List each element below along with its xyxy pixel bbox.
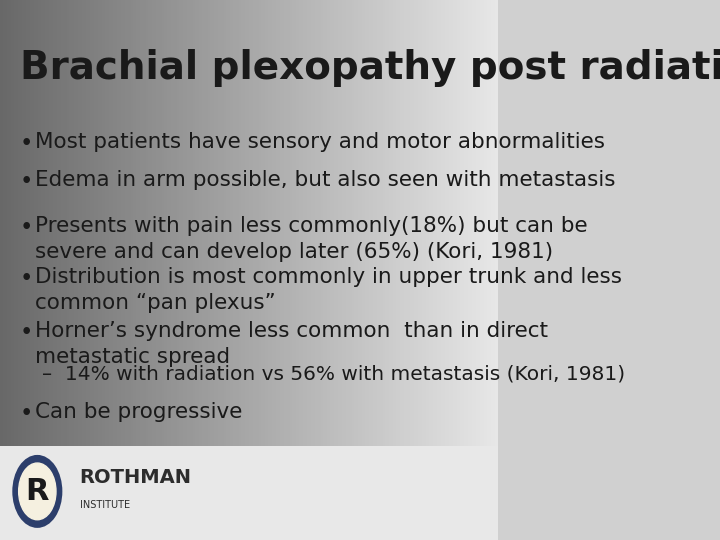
Text: •: • [20,216,33,239]
FancyBboxPatch shape [0,446,498,540]
Text: Horner’s syndrome less common  than in direct
metastatic spread: Horner’s syndrome less common than in di… [35,321,548,367]
Text: Can be progressive: Can be progressive [35,402,242,422]
Text: ROTHMAN: ROTHMAN [80,468,192,488]
Text: Distribution is most commonly in upper trunk and less
common “pan plexus”: Distribution is most commonly in upper t… [35,267,622,313]
Text: •: • [20,170,33,193]
Ellipse shape [14,456,61,526]
Text: Most patients have sensory and motor abnormalities: Most patients have sensory and motor abn… [35,132,605,152]
Text: –  14% with radiation vs 56% with metastasis (Kori, 1981): – 14% with radiation vs 56% with metasta… [42,364,626,383]
Text: R: R [26,477,49,506]
Text: •: • [20,267,33,291]
Text: •: • [20,321,33,345]
Text: INSTITUTE: INSTITUTE [80,500,130,510]
Text: Presents with pain less commonly(18%) but can be
severe and can develop later (6: Presents with pain less commonly(18%) bu… [35,216,588,261]
Text: Edema in arm possible, but also seen with metastasis: Edema in arm possible, but also seen wit… [35,170,616,190]
Text: Brachial plexopathy post radiation: Brachial plexopathy post radiation [20,49,720,86]
Text: •: • [20,132,33,156]
Ellipse shape [19,463,56,519]
Text: •: • [20,402,33,426]
